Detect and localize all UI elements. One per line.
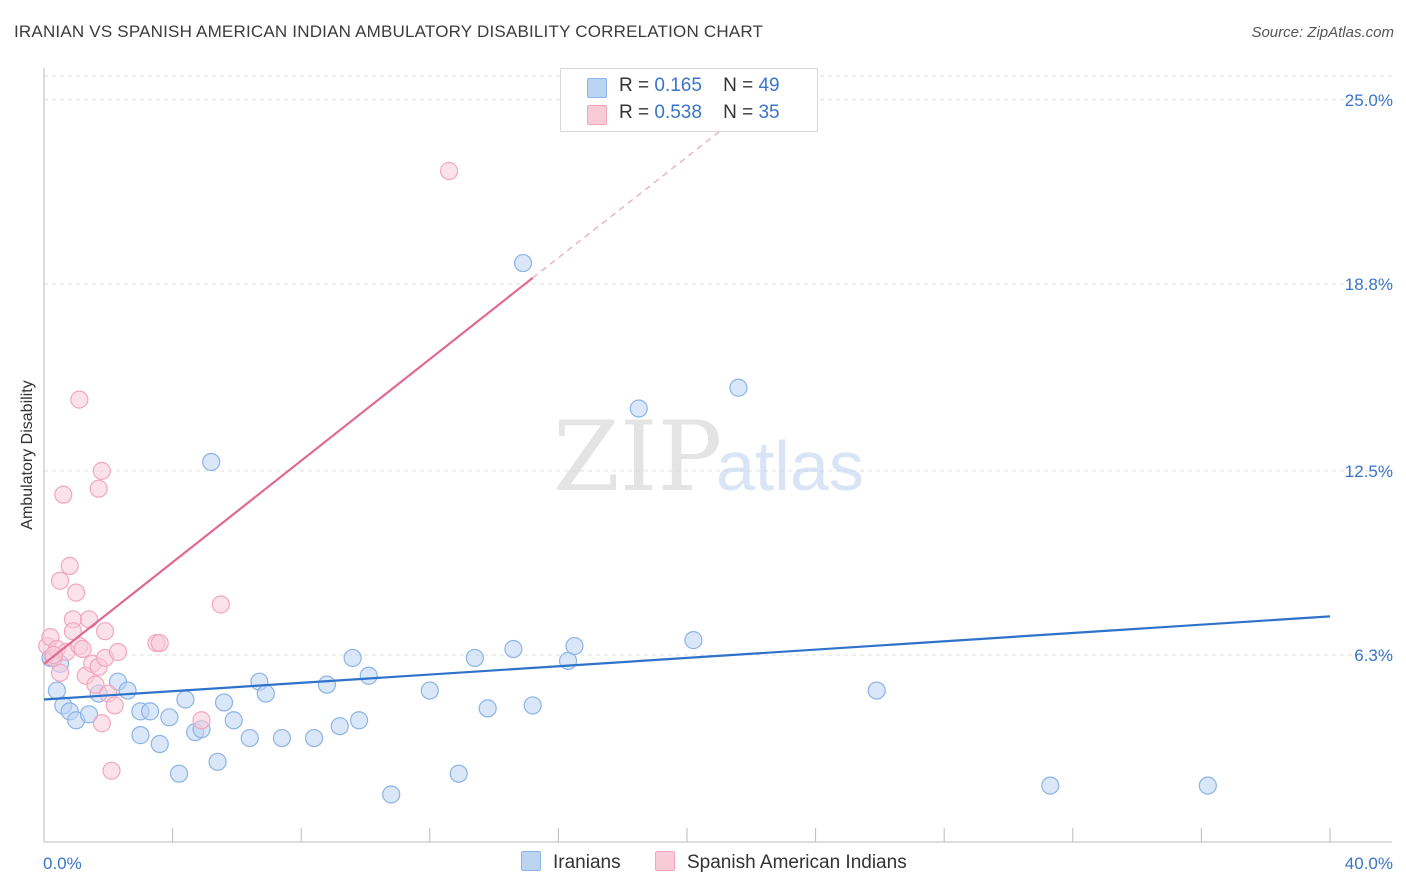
spanish-american-indian-point	[86, 675, 105, 694]
spanish-american-indian-point	[54, 485, 73, 504]
spanish-american-indian-point	[192, 711, 211, 730]
bottom-legend-label-spanish-american-indians: Spanish American Indians	[687, 852, 907, 873]
iranian-point	[359, 666, 378, 685]
iranian-point	[684, 631, 703, 650]
legend-n-value: 49	[758, 75, 780, 96]
iranian-point	[382, 785, 401, 804]
watermark-atlas: atlas	[716, 427, 864, 505]
iranian-point	[224, 711, 243, 730]
spanish-american-indian-point	[108, 642, 128, 662]
spanish-american-indians-trend-line	[43, 277, 534, 665]
iranian-point	[729, 378, 748, 397]
spanish-american-indians-trend-extension	[532, 111, 746, 279]
iranian-point	[504, 639, 523, 659]
iranian-point	[1041, 776, 1060, 795]
y-tick-label: 6.3%	[1354, 646, 1393, 665]
iranian-point	[79, 705, 99, 724]
iranian-point	[272, 728, 292, 748]
iranian-point	[420, 681, 439, 700]
iranian-point	[176, 690, 195, 709]
iranian-point	[565, 636, 584, 656]
iranian-point	[465, 648, 484, 668]
bottom-legend-iranians: Iranians	[521, 851, 621, 874]
spanish-american-indian-point	[70, 390, 89, 409]
spanish-american-indian-point	[102, 761, 121, 780]
iranian-point	[214, 693, 234, 712]
x-tick-label: 40.0%	[1345, 854, 1393, 873]
bottom-legend-swatch-spanish-american-indians	[655, 851, 675, 871]
y-tick-label: 12.5%	[1345, 462, 1393, 481]
legend-n-label: N =	[723, 75, 754, 96]
source-credit: Source: ZipAtlas.com	[1251, 24, 1394, 41]
spanish-american-indian-point	[92, 714, 111, 733]
bottom-legend-swatch-iranians	[521, 851, 541, 871]
iranian-point	[1198, 776, 1217, 795]
iranian-point	[202, 452, 221, 472]
legend-r-value: 0.538	[654, 102, 702, 123]
spanish-american-indian-point	[150, 633, 169, 653]
iranian-point	[118, 681, 137, 700]
iranian-point	[208, 752, 227, 771]
spanish-american-indian-point	[92, 461, 111, 480]
iranian-point	[150, 734, 169, 754]
iranian-point	[449, 764, 468, 783]
spanish-american-indian-point	[50, 571, 70, 590]
iranian-point	[867, 681, 886, 700]
y-tick-label: 18.8%	[1345, 275, 1393, 294]
iranian-point	[349, 711, 369, 730]
spanish-american-indian-point	[211, 595, 230, 614]
bottom-legend-label-iranians: Iranians	[553, 852, 621, 873]
iranian-point	[513, 253, 533, 273]
spanish-american-indian-point	[50, 663, 70, 682]
iranians-trend-line	[43, 615, 1331, 701]
legend-r-label: R =	[619, 75, 650, 96]
spanish-american-indian-point	[67, 583, 86, 602]
iranian-point	[160, 708, 179, 727]
legend-swatch-spanish-american-indians	[587, 105, 607, 125]
legend-n-value: 35	[758, 102, 780, 123]
spanish-american-indian-point	[95, 622, 115, 641]
iranian-point	[317, 675, 337, 694]
iranian-point	[330, 717, 349, 736]
y-tick-label: 25.0%	[1345, 91, 1393, 110]
spanish-american-indian-point	[73, 639, 92, 659]
spanish-american-indian-point	[79, 610, 99, 629]
iranian-point	[169, 764, 189, 783]
chart-title: IRANIAN VS SPANISH AMERICAN INDIAN AMBUL…	[14, 22, 764, 41]
x-tick-label: 0.0%	[43, 854, 82, 873]
legend-n-label: N =	[723, 102, 754, 123]
iranian-point	[256, 684, 275, 703]
spanish-american-indian-point	[89, 479, 108, 498]
iranian-point	[240, 728, 259, 748]
bottom-legend-spanish-american-indians: Spanish American Indians	[655, 851, 907, 874]
watermark-zip: ZIP	[553, 401, 722, 513]
correlation-legend: R = 0.165 N = 49 R = 0.538 N = 35	[560, 68, 818, 132]
spanish-american-indian-point	[60, 556, 79, 575]
iranian-point	[343, 648, 362, 668]
spanish-american-indian-point	[105, 696, 124, 715]
legend-swatch-iranians	[587, 78, 607, 98]
iranian-point	[131, 726, 150, 745]
iranian-point	[629, 399, 648, 418]
legend-r-label: R =	[619, 102, 650, 123]
spanish-american-indian-point	[439, 161, 459, 181]
legend-r-value: 0.165	[654, 75, 702, 96]
iranian-point	[140, 702, 160, 721]
iranian-point	[304, 728, 324, 748]
iranian-point	[523, 696, 542, 715]
iranian-point	[478, 699, 497, 718]
